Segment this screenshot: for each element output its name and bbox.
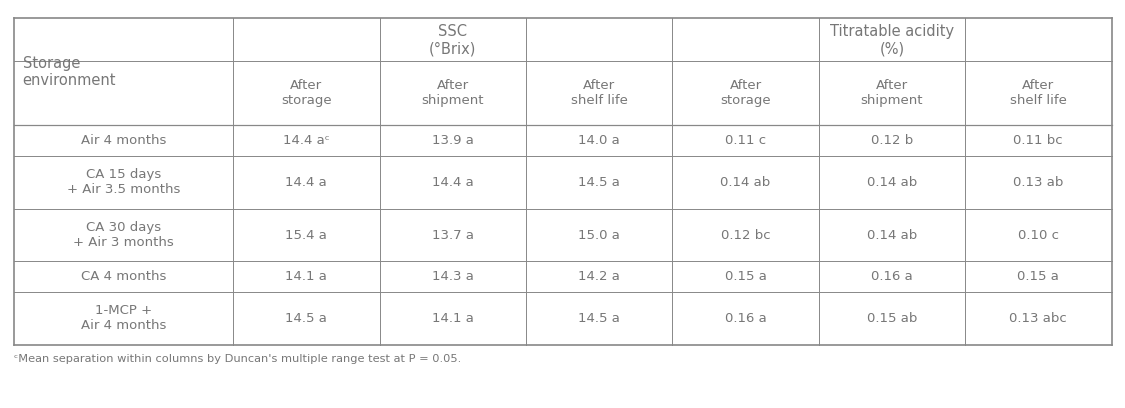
Text: 14.5 a: 14.5 a (578, 312, 620, 325)
Text: 0.14 ab: 0.14 ab (720, 176, 771, 189)
Text: 14.1 a: 14.1 a (286, 270, 327, 283)
Text: 14.4 aᶜ: 14.4 aᶜ (282, 134, 330, 147)
Text: 14.5 a: 14.5 a (286, 312, 327, 325)
Text: After
shipment: After shipment (861, 80, 924, 107)
Text: CA 15 days
+ Air 3.5 months: CA 15 days + Air 3.5 months (66, 168, 180, 196)
Text: 14.4 a: 14.4 a (432, 176, 474, 189)
Text: 14.3 a: 14.3 a (432, 270, 474, 283)
Text: CA 30 days
+ Air 3 months: CA 30 days + Air 3 months (73, 221, 173, 249)
Text: After
shelf life: After shelf life (1010, 80, 1066, 107)
Text: 0.10 c: 0.10 c (1018, 228, 1059, 242)
Text: 0.16 a: 0.16 a (724, 312, 766, 325)
Text: 0.11 c: 0.11 c (724, 134, 766, 147)
Text: 14.5 a: 14.5 a (578, 176, 620, 189)
Text: ᶜMean separation within columns by Duncan's multiple range test at P = 0.05.: ᶜMean separation within columns by Dunca… (14, 354, 461, 364)
Text: After
storage: After storage (281, 80, 332, 107)
Text: Air 4 months: Air 4 months (81, 134, 166, 147)
Text: 15.0 a: 15.0 a (578, 228, 620, 242)
Text: Titratable acidity
(%): Titratable acidity (%) (830, 24, 954, 56)
Text: 0.15 ab: 0.15 ab (866, 312, 917, 325)
Text: 1-MCP +
Air 4 months: 1-MCP + Air 4 months (81, 304, 166, 333)
Text: 0.14 ab: 0.14 ab (866, 176, 917, 189)
Text: 15.4 a: 15.4 a (286, 228, 327, 242)
Text: 13.9 a: 13.9 a (432, 134, 474, 147)
Text: 0.15 a: 0.15 a (724, 270, 766, 283)
Text: 14.2 a: 14.2 a (578, 270, 620, 283)
Text: 0.12 b: 0.12 b (871, 134, 914, 147)
Text: 0.11 bc: 0.11 bc (1014, 134, 1063, 147)
Text: Storage
environment: Storage environment (22, 55, 116, 88)
Text: 13.7 a: 13.7 a (432, 228, 474, 242)
Text: 0.12 bc: 0.12 bc (721, 228, 771, 242)
Text: 0.14 ab: 0.14 ab (866, 228, 917, 242)
Text: 0.16 a: 0.16 a (871, 270, 912, 283)
Text: CA 4 months: CA 4 months (81, 270, 166, 283)
Text: After
storage: After storage (720, 80, 771, 107)
Text: 0.15 a: 0.15 a (1017, 270, 1060, 283)
Text: 14.1 a: 14.1 a (432, 312, 474, 325)
Text: 0.13 ab: 0.13 ab (1014, 176, 1063, 189)
Text: 14.4 a: 14.4 a (286, 176, 327, 189)
Text: After
shipment: After shipment (422, 80, 484, 107)
Text: 14.0 a: 14.0 a (578, 134, 620, 147)
Text: After
shelf life: After shelf life (570, 80, 628, 107)
Text: 0.13 abc: 0.13 abc (1009, 312, 1068, 325)
Text: SSC
(°Brix): SSC (°Brix) (429, 24, 476, 56)
